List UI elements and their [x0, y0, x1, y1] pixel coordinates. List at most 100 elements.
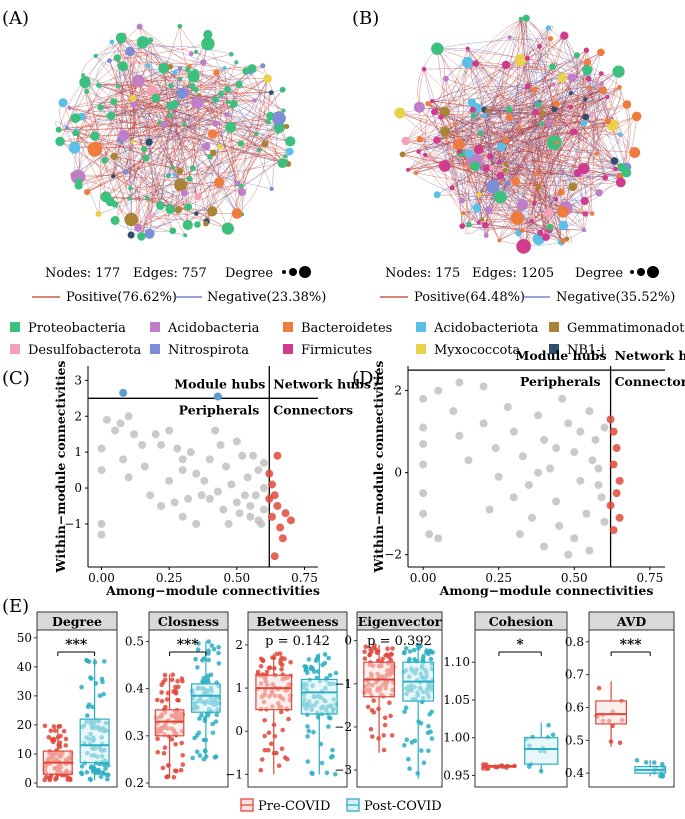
network-node: [165, 204, 176, 215]
network-edge: [437, 48, 588, 71]
data-point: [210, 730, 216, 736]
data-point: [48, 774, 53, 779]
peripheral-point: [585, 407, 594, 416]
y-tick-label: 0: [344, 634, 352, 648]
network-edge: [484, 18, 527, 116]
data-point: [262, 747, 268, 753]
peripheral-point: [238, 451, 247, 460]
network-node: [469, 106, 476, 113]
network-node: [507, 35, 512, 40]
network-node: [136, 23, 143, 30]
y-tick-label: 0.5: [565, 733, 584, 747]
network-node: [261, 140, 269, 148]
network-edge: [120, 37, 161, 206]
network-edge: [66, 26, 140, 128]
network-node: [533, 100, 538, 105]
connector-point: [612, 444, 621, 453]
network-node: [214, 177, 225, 188]
network-node: [564, 236, 570, 242]
connector-point: [612, 489, 621, 498]
y-tick-label: −2: [334, 720, 352, 734]
data-point: [381, 733, 387, 738]
network-node: [615, 177, 626, 188]
peripheral-point: [240, 491, 249, 500]
network-node: [90, 131, 100, 141]
peripheral-point: [419, 423, 428, 432]
network-edge: [76, 130, 122, 143]
panel-title: Closness: [158, 614, 219, 629]
y-tick-label: 40: [17, 660, 32, 674]
data-point: [180, 753, 185, 758]
network-edge: [75, 133, 213, 212]
network-edge: [155, 98, 238, 214]
network-edge: [519, 127, 600, 194]
network-node: [558, 220, 569, 231]
panel-label-b: (B): [352, 8, 379, 29]
connector-point: [286, 516, 295, 525]
peripheral-point: [186, 448, 195, 457]
network-node: [485, 108, 490, 114]
phylum-label: Firmicutes: [301, 343, 372, 358]
network-node: [470, 112, 477, 119]
peripheral-point: [455, 431, 464, 440]
network-edge: [619, 87, 629, 168]
data-point: [274, 651, 280, 657]
data-point: [89, 676, 94, 681]
data-point: [161, 751, 167, 756]
network-edge: [417, 48, 438, 108]
data-point: [164, 697, 170, 702]
phylum-swatch: [416, 344, 426, 354]
network-edge: [81, 93, 222, 117]
data-point: [98, 774, 104, 779]
data-point: [202, 748, 208, 753]
network-b-nodes: Nodes: 175: [385, 266, 460, 281]
network-edge: [109, 60, 186, 236]
network-edge: [472, 109, 616, 170]
data-point: [209, 643, 215, 648]
data-point: [195, 665, 200, 670]
network-node: [285, 147, 294, 156]
data-point: [362, 656, 368, 661]
network-edge: [454, 55, 578, 125]
peripheral-point: [97, 466, 106, 475]
data-point: [546, 722, 551, 728]
network-node: [553, 100, 560, 108]
network-edge: [531, 160, 615, 222]
network-edge: [77, 85, 119, 177]
p-value-label: p = 0.142: [265, 634, 330, 649]
network-node: [283, 159, 288, 164]
data-point: [101, 691, 106, 697]
network-edge: [509, 37, 573, 78]
data-point: [387, 700, 392, 705]
network-node: [178, 76, 183, 81]
network-edge: [505, 139, 551, 228]
data-point: [206, 657, 211, 663]
network-node: [589, 111, 595, 117]
network-node: [612, 65, 625, 78]
data-point: [103, 766, 108, 771]
network-node: [234, 181, 239, 186]
network-edge: [141, 66, 190, 237]
peripheral-point: [216, 440, 225, 449]
data-point: [212, 755, 218, 760]
network-node: [190, 165, 196, 171]
network-node: [604, 118, 611, 125]
data-point: [411, 647, 417, 653]
network-node: [470, 161, 480, 172]
network-node: [177, 23, 183, 29]
network-node: [116, 137, 121, 142]
data-point: [403, 705, 409, 711]
network-edge: [626, 116, 637, 167]
network-node: [493, 190, 507, 204]
network-edge: [141, 72, 176, 237]
network-node: [268, 90, 274, 95]
network-node: [464, 149, 474, 159]
peripheral-point: [157, 501, 166, 510]
data-point: [385, 646, 390, 652]
x-tick-label: 0.00: [88, 571, 115, 585]
box-pre: [255, 674, 293, 711]
network-node: [582, 211, 588, 217]
y-tick-label: 1: [74, 445, 82, 459]
network-edge: [155, 97, 213, 135]
peripheral-point: [419, 489, 428, 498]
